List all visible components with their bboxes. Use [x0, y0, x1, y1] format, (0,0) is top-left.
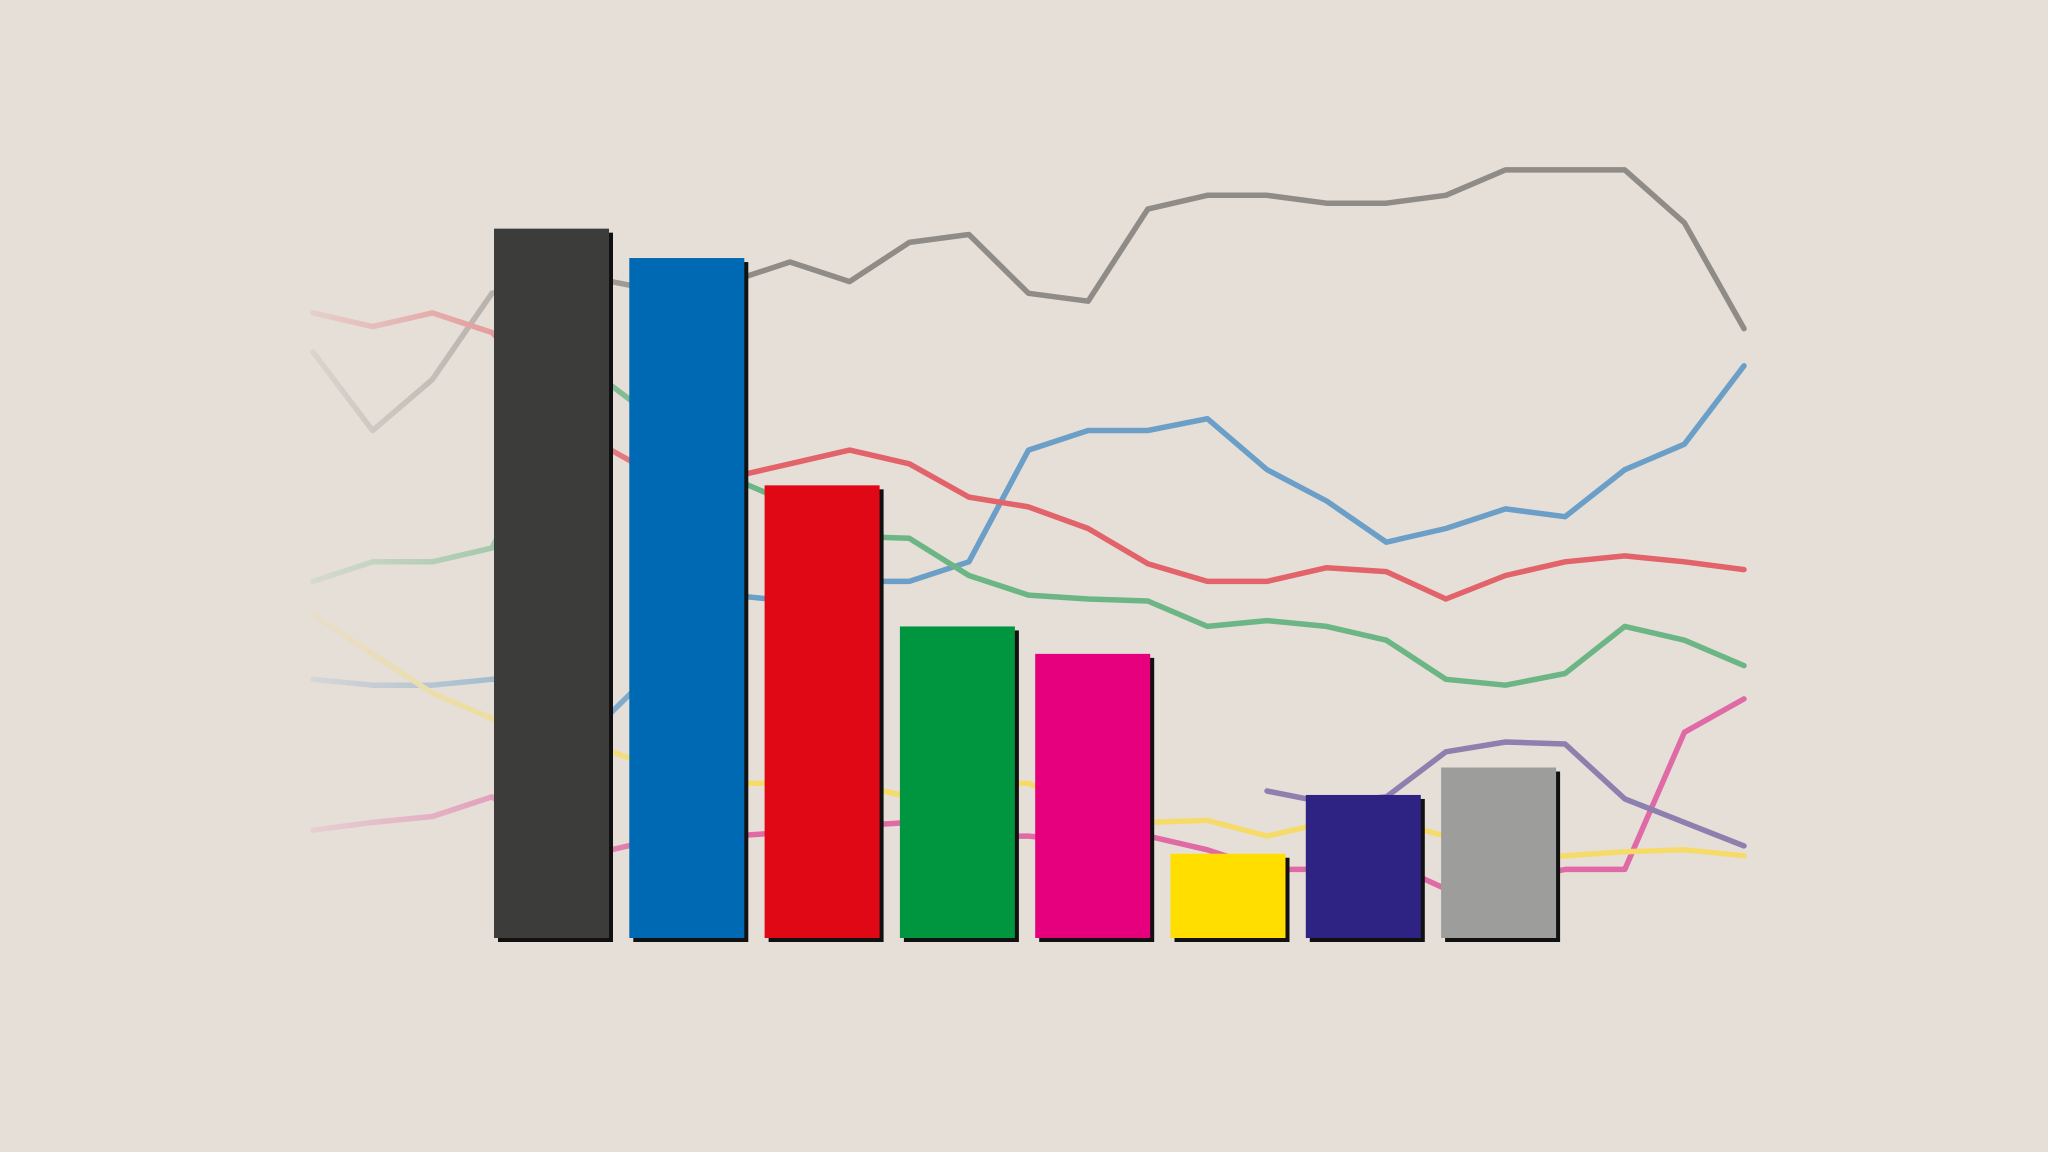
bar — [1170, 853, 1286, 938]
bar — [494, 228, 609, 939]
bars — [494, 228, 1557, 939]
bar — [899, 626, 1015, 938]
bar — [764, 485, 880, 938]
bar — [1035, 653, 1151, 938]
bar — [1305, 794, 1421, 938]
bar — [1441, 767, 1557, 938]
bar — [629, 258, 745, 938]
